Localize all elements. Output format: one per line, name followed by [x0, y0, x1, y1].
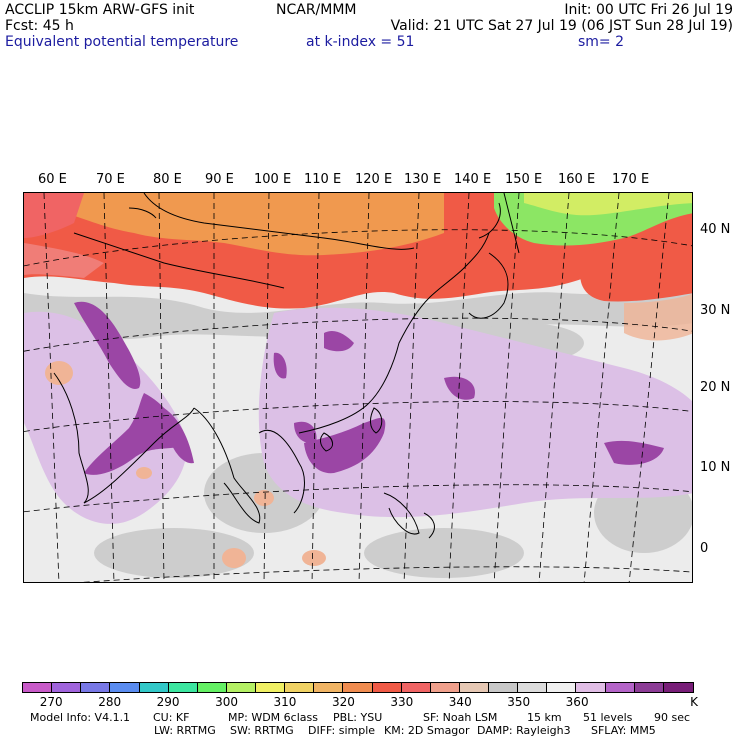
footer-sflay: SFLAY: MM5: [591, 724, 656, 737]
footer-mp: MP: WDM 6class: [228, 711, 318, 724]
field-name: Equivalent potential temperature: [5, 34, 239, 50]
lon-label-170e: 170 E: [612, 172, 650, 187]
footer-resolution: 15 km: [527, 711, 562, 724]
colorbar-swatch: [576, 683, 606, 692]
footer-diff: DIFF: simple: [308, 724, 376, 737]
init-time: Init: 00 UTC Fri 26 Jul 19: [564, 2, 733, 18]
colorbar-swatch: [168, 683, 198, 692]
footer-sf: SF: Noah LSM: [423, 711, 498, 724]
map-panel: [23, 192, 693, 583]
colorbar-swatch: [81, 683, 111, 692]
colorbar-swatch: [605, 683, 635, 692]
lon-label-100e: 100 E: [254, 172, 292, 187]
colorbar-swatch: [489, 683, 519, 692]
colorbar-swatch: [401, 683, 431, 692]
lat-label-40n: 40 N: [700, 222, 731, 237]
colorbar-swatch: [459, 683, 489, 692]
lon-label-90e: 90 E: [205, 172, 234, 187]
smoothing-label: sm= 2: [578, 34, 625, 50]
lat-label-20n: 20 N: [700, 380, 731, 395]
colorbar-tick-label: 340: [448, 695, 472, 709]
colorbar-tick-label: 320: [331, 695, 355, 709]
footer-model-info: Model Info: V4.1.1: [30, 711, 131, 724]
lat-label-10n: 10 N: [700, 460, 731, 475]
colorbar-swatch: [634, 683, 664, 692]
footer-pbl: PBL: YSU: [333, 711, 383, 724]
colorbar-swatch: [430, 683, 460, 692]
lat-label-30n: 30 N: [700, 303, 731, 318]
footer-lw: LW: RRTMG: [154, 724, 216, 737]
colorbar-swatch: [547, 683, 577, 692]
colorbar-swatch: [23, 683, 53, 692]
footer-cu: CU: KF: [153, 711, 190, 724]
colorbar-swatch: [518, 683, 548, 692]
lon-label-80e: 80 E: [153, 172, 182, 187]
colorbar-tick-label: 300: [215, 695, 238, 709]
model-title: ACCLIP 15km ARW-GFS init: [5, 2, 195, 18]
colorbar-swatch: [52, 683, 82, 692]
colorbar-swatch: [226, 683, 256, 692]
colorbar-swatch: [285, 683, 315, 692]
institution-label: NCAR/MMM: [276, 2, 357, 18]
footer-sw: SW: RRTMG: [230, 724, 294, 737]
colorbar-tick-label: 280: [98, 695, 122, 709]
k-index-label: at k-index = 51: [306, 34, 415, 50]
colorbar-swatch: [110, 683, 140, 692]
colorbar-swatch: [314, 683, 344, 692]
footer-damp: DAMP: Rayleigh3: [477, 724, 571, 737]
lon-label-70e: 70 E: [96, 172, 125, 187]
valid-time: Valid: 21 UTC Sat 27 Jul 19 (06 JST Sun …: [390, 18, 733, 34]
lon-label-120e: 120 E: [355, 172, 393, 187]
theta-e-field: [24, 193, 692, 582]
colorbar-swatch: [197, 683, 227, 692]
colorbar-tick-label: 270: [39, 695, 63, 709]
colorbar-tick-label: 310: [273, 695, 297, 709]
colorbar-swatch: [256, 683, 286, 692]
lon-label-110e: 110 E: [304, 172, 342, 187]
footer-levels: 51 levels: [583, 711, 633, 724]
colorbar-swatch: [372, 683, 402, 692]
lon-label-150e: 150 E: [505, 172, 543, 187]
colorbar-tick-label: 350: [507, 695, 531, 709]
colorbar-tick-label: 330: [390, 695, 414, 709]
colorbar-tick-label: 360: [565, 695, 589, 709]
lon-label-140e: 140 E: [454, 172, 492, 187]
lon-label-130e: 130 E: [404, 172, 442, 187]
footer-timestep: 90 sec: [654, 711, 691, 724]
lat-label-0: 0: [700, 541, 709, 556]
lon-label-60e: 60 E: [38, 172, 67, 187]
lon-label-160e: 160 E: [558, 172, 596, 187]
footer-km: KM: 2D Smagor: [384, 724, 470, 737]
colorbar: [22, 682, 694, 693]
colorbar-swatch: [139, 683, 169, 692]
colorbar-unit: K: [690, 695, 698, 709]
colorbar-swatch: [343, 683, 373, 692]
forecast-hour: Fcst: 45 h: [5, 18, 74, 34]
colorbar-tick-label: 290: [156, 695, 180, 709]
colorbar-swatch: [663, 683, 693, 692]
